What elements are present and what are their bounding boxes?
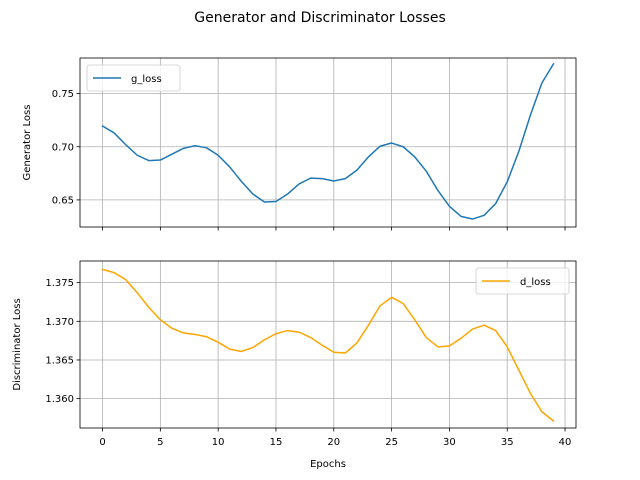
y-axis-label-0: Generator Loss [22,105,33,181]
chart-panels: 0.65 0.70 0.75 Generator Loss g_loss 0 5 10 15 20… [12,57,577,470]
y-tick-label-0-2: 0.75 [52,89,74,100]
legend-label-g_loss: g_loss [131,74,162,85]
y-tick-label-1-3: 1.375 [45,278,74,289]
y-tick-label-0-0: 0.65 [52,195,74,206]
y-tick-label-1-0: 1.360 [45,394,74,405]
x-axis-label-1: Epochs [310,459,346,470]
x-tick-label-1-5: 25 [385,437,398,448]
x-tick-label-1-0: 0 [99,437,105,448]
x-tick-label-1-8: 40 [559,437,572,448]
legend-box-0 [86,64,181,92]
axes-frame-0 [79,57,577,228]
y-axis-label-1: Discriminator Loss [12,298,23,390]
series-line-d_loss [101,268,555,423]
x-tick-label-1-7: 35 [501,437,514,448]
chart-panel-1: 0 5 10 15 20 25 30 35 40 1.360 1.365 1.370 1.375 Disc… [12,260,577,470]
legend-1: d_loss [475,267,570,295]
x-tick-label-1-1: 5 [157,437,163,448]
figure-title: Generator and Discriminator Losses [194,10,446,26]
y-tick-label-1-2: 1.370 [45,317,74,328]
series-line-g_loss [101,62,555,220]
x-tick-label-1-2: 10 [212,437,225,448]
chart-panel-0: 0.65 0.70 0.75 Generator Loss g_loss [22,57,577,231]
x-tick-label-1-4: 20 [327,437,340,448]
y-tick-label-1-1: 1.365 [45,356,74,367]
legend-0: g_loss [86,64,181,92]
x-tick-label-1-3: 15 [270,437,283,448]
y-tick-label-0-1: 0.70 [52,142,74,153]
legend-label-d_loss: d_loss [520,277,551,288]
legend-box-1 [475,267,570,295]
x-tick-label-1-6: 30 [443,437,456,448]
axes-frame-1 [79,260,577,429]
